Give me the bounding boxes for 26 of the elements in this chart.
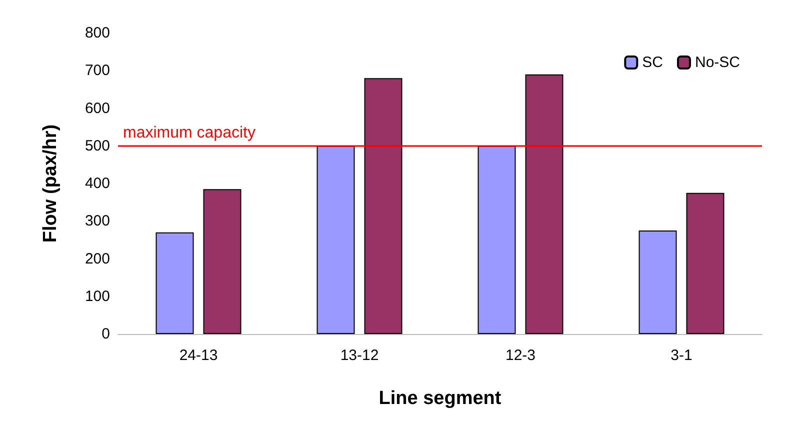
bar — [638, 230, 677, 334]
bar — [686, 192, 724, 334]
x-tick-label: 24-13 — [179, 347, 218, 364]
y-tick-label: 200 — [84, 250, 110, 268]
bar — [525, 74, 564, 334]
bar — [203, 189, 242, 334]
x-axis-title: Line segment — [378, 388, 502, 409]
y-tick-label: 0 — [102, 326, 110, 342]
bar — [156, 232, 194, 334]
bar — [316, 146, 355, 334]
legend-label: SC — [642, 54, 664, 71]
y-tick-label: 300 — [84, 212, 110, 230]
y-tick-label: 100 — [84, 288, 110, 305]
y-tick-label: 400 — [84, 175, 110, 192]
ref-line-label: maximum capacity — [123, 124, 256, 142]
bar — [478, 146, 516, 334]
x-tick-label: 12-3 — [505, 347, 536, 364]
y-tick-label: 700 — [84, 62, 110, 80]
y-axis-title: Flow (pax/hr) — [40, 124, 61, 243]
y-tick-label: 600 — [84, 100, 110, 117]
y-tick-label: 500 — [84, 137, 110, 154]
x-tick-label: 3-1 — [670, 347, 692, 364]
x-tick-label: 13-12 — [340, 347, 379, 364]
bar — [364, 78, 402, 334]
legend-label: No-SC — [694, 54, 740, 71]
y-tick-label: 800 — [84, 24, 110, 42]
